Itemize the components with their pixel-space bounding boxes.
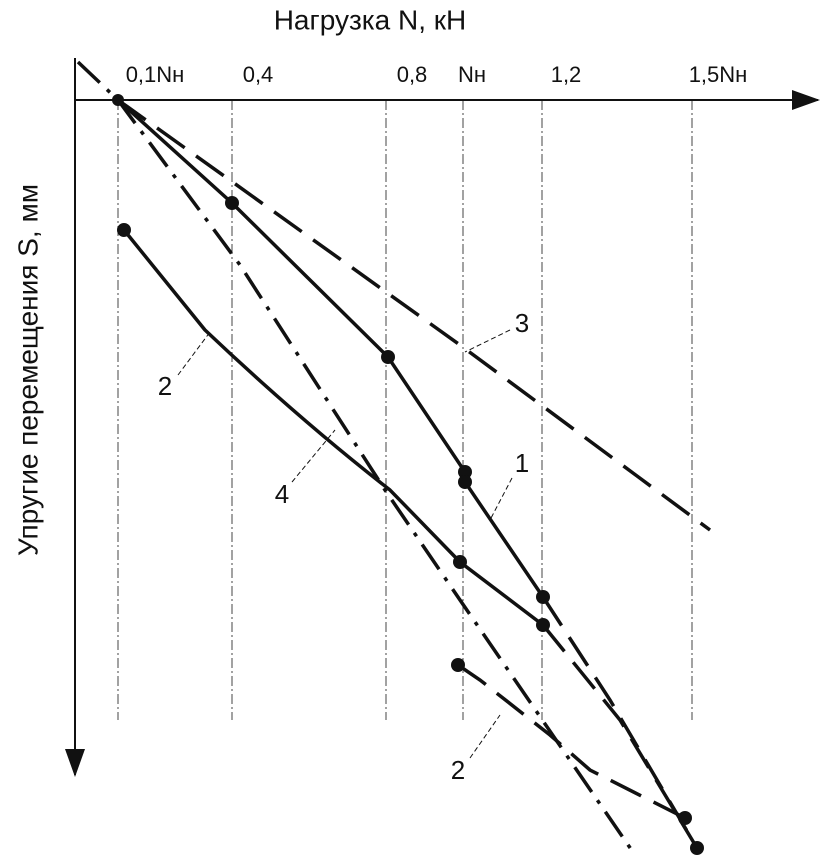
curve-label: 2 <box>158 371 172 401</box>
x-tick-label: Nн <box>458 62 486 87</box>
curve-1 <box>116 98 545 598</box>
curve-3 <box>116 98 712 532</box>
x-tick-label: 1,5Nн <box>689 62 748 87</box>
curve-label: 4 <box>275 479 289 509</box>
curves <box>76 60 712 856</box>
points <box>112 94 704 855</box>
guides <box>117 100 693 720</box>
x-tick-label: 0,1Nн <box>126 62 185 87</box>
x-tick-label: 0,8 <box>397 62 428 87</box>
curve-2-ext <box>541 623 699 849</box>
x-axis-title: Нагрузка N, кН <box>274 4 467 35</box>
curve-label: 3 <box>515 308 529 338</box>
curve-label: 1 <box>515 448 529 478</box>
y-axis-title: Упругие перемещения S, мм <box>12 184 43 556</box>
curve-1-ext <box>541 596 699 849</box>
leaders <box>177 329 513 759</box>
x-tick-label: 0,4 <box>243 62 274 87</box>
curve-4 <box>76 60 637 856</box>
curve-2-lower <box>457 663 686 820</box>
x-tick-label: 1,2 <box>551 62 582 87</box>
curve-2 <box>122 228 545 627</box>
curve-label: 2 <box>451 755 465 785</box>
